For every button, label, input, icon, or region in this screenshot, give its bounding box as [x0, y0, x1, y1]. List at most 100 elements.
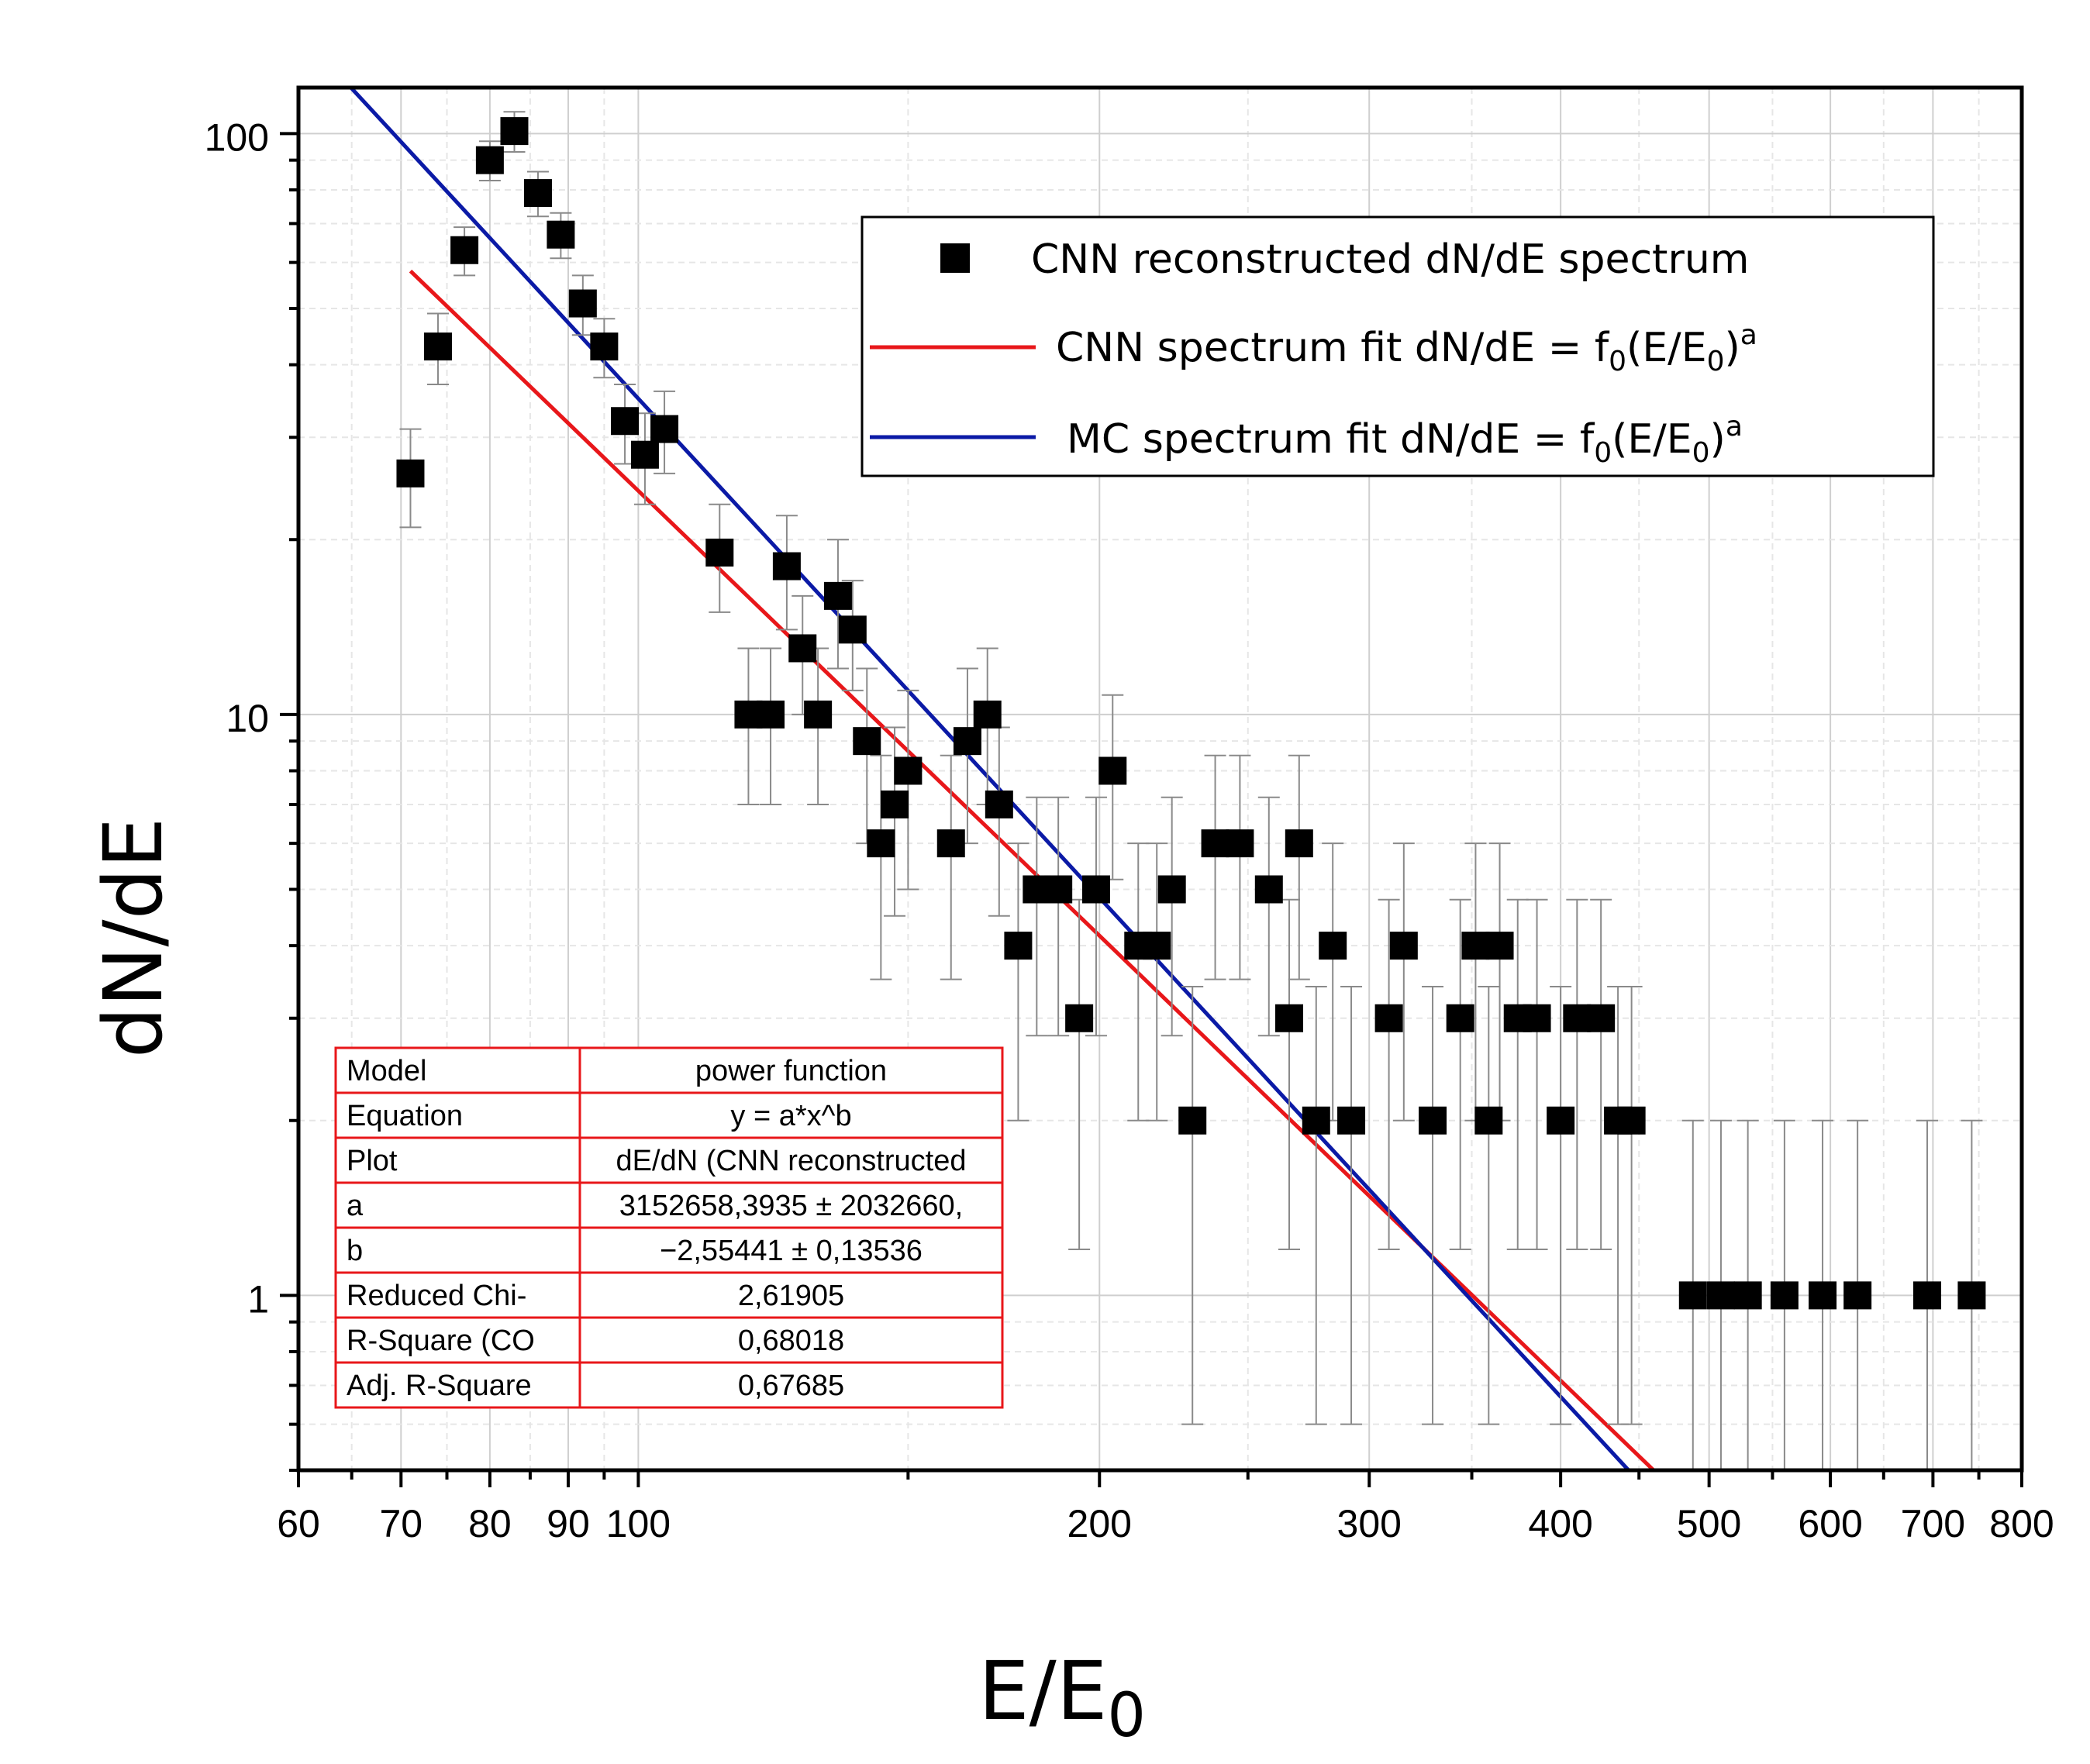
data-point — [568, 289, 597, 318]
table-cell-label — [334, 1091, 581, 1139]
table-value-text: y = a*x^b — [730, 1100, 851, 1132]
error-bar — [1550, 986, 1572, 1425]
table-cell-value — [578, 1226, 1004, 1274]
table-cell-label — [334, 1181, 581, 1229]
x-tick-label: 60 — [277, 1502, 320, 1545]
plot-frame — [296, 85, 2024, 1473]
data-point — [500, 117, 529, 146]
legend-box — [860, 215, 1935, 477]
data-point — [757, 700, 785, 729]
data-point — [475, 146, 504, 174]
data-point — [804, 700, 833, 729]
error-bar — [1026, 796, 1048, 1037]
error-bar — [1422, 986, 1444, 1425]
y-axis-title: dN/dE — [86, 818, 181, 1059]
table-cell-label — [334, 1271, 581, 1319]
data-point — [894, 756, 923, 785]
error-bar — [897, 689, 919, 891]
data-point — [590, 332, 619, 361]
error-bar — [1566, 898, 1588, 1251]
table-value-text: 2,61905 — [738, 1280, 844, 1312]
axis-tick-labels: 60 70 80 90 100 200 300 400 500 600 700 800 1 10 100 — [205, 115, 2054, 1545]
legend-marker-square — [940, 243, 970, 273]
data-point — [985, 790, 1013, 818]
data-point — [1547, 1106, 1575, 1135]
error-bar — [1047, 796, 1070, 1037]
data-point — [1706, 1281, 1735, 1310]
error-bar — [1278, 898, 1301, 1251]
data-point — [1081, 875, 1110, 904]
table-label-text: Adj. R-Square — [347, 1370, 532, 1402]
data-point — [1226, 829, 1254, 858]
table-value-text: 0,67685 — [738, 1370, 844, 1402]
data-point — [1275, 1004, 1304, 1032]
error-bar — [1590, 898, 1612, 1251]
error-bar — [1085, 796, 1107, 1037]
data-point — [1098, 756, 1127, 785]
data-point — [1913, 1281, 1942, 1310]
error-bar — [988, 726, 1010, 917]
data-point — [1143, 932, 1171, 960]
x-tick-label: 400 — [1528, 1502, 1592, 1545]
data-point — [423, 332, 452, 361]
table-value-text: power function — [695, 1055, 887, 1087]
error-bar — [1146, 842, 1168, 1121]
data-point — [881, 790, 909, 818]
data-point — [1587, 1004, 1616, 1032]
data-point — [611, 407, 640, 436]
error-bar — [1007, 842, 1029, 1121]
data-point — [1446, 1004, 1474, 1032]
data-point — [1770, 1281, 1799, 1310]
data-point — [1678, 1281, 1707, 1310]
data-point — [523, 179, 552, 208]
table-label-text: b — [347, 1235, 363, 1267]
table-cell-value — [578, 1091, 1004, 1139]
data-point — [547, 220, 575, 249]
data-point — [630, 440, 659, 469]
data-point — [396, 459, 425, 488]
data-point — [1523, 1004, 1551, 1032]
error-bar — [1378, 898, 1400, 1251]
error-bar — [1526, 898, 1548, 1251]
table-cell-value — [578, 1361, 1004, 1409]
error-bar — [1322, 842, 1344, 1121]
data-point — [1285, 829, 1313, 858]
table-cell-value — [578, 1316, 1004, 1364]
error-bars — [399, 111, 1983, 1470]
legend-label-cnn-fit: CNN spectrum fit dN/dE = f0(E/E0)a — [1056, 319, 1757, 377]
error-bar — [1488, 842, 1511, 1121]
y-tick-label: 100 — [205, 115, 269, 159]
mc-fit-line — [348, 88, 1630, 1470]
data-point — [1419, 1106, 1447, 1135]
error-bar — [1204, 754, 1226, 980]
legend-label-cnn-data: CNN reconstructed dN/dE spectrum — [1031, 236, 1749, 283]
x-tick-label: 200 — [1067, 1502, 1132, 1545]
error-bar — [1340, 986, 1363, 1425]
table-label-text: a — [347, 1190, 364, 1222]
x-tick-label: 300 — [1337, 1502, 1402, 1545]
data-points — [396, 117, 1986, 1310]
x-tick-label: 500 — [1677, 1502, 1741, 1545]
data-point — [953, 727, 981, 756]
data-point — [1302, 1106, 1330, 1135]
table-cell-value — [578, 1136, 1004, 1184]
data-point — [1617, 1106, 1646, 1135]
table-label-text: Model — [347, 1055, 427, 1087]
error-bar — [1127, 842, 1150, 1121]
data-point — [1485, 932, 1514, 960]
table-label-text: Equation — [347, 1100, 463, 1132]
x-tick-label: 600 — [1798, 1502, 1862, 1545]
error-bar — [1464, 842, 1487, 1121]
data-point — [1374, 1004, 1403, 1032]
data-point — [788, 634, 817, 663]
table-value-text: dE/dN (CNN reconstructed — [616, 1145, 967, 1177]
error-bar — [1161, 796, 1183, 1037]
error-bar — [1288, 754, 1310, 980]
table-value-text: −2,55441 ± 0,13536 — [660, 1235, 923, 1267]
data-point — [705, 538, 734, 567]
error-bar — [1607, 986, 1630, 1425]
data-point — [650, 415, 679, 443]
error-bar — [1229, 754, 1251, 980]
data-point — [772, 552, 801, 581]
